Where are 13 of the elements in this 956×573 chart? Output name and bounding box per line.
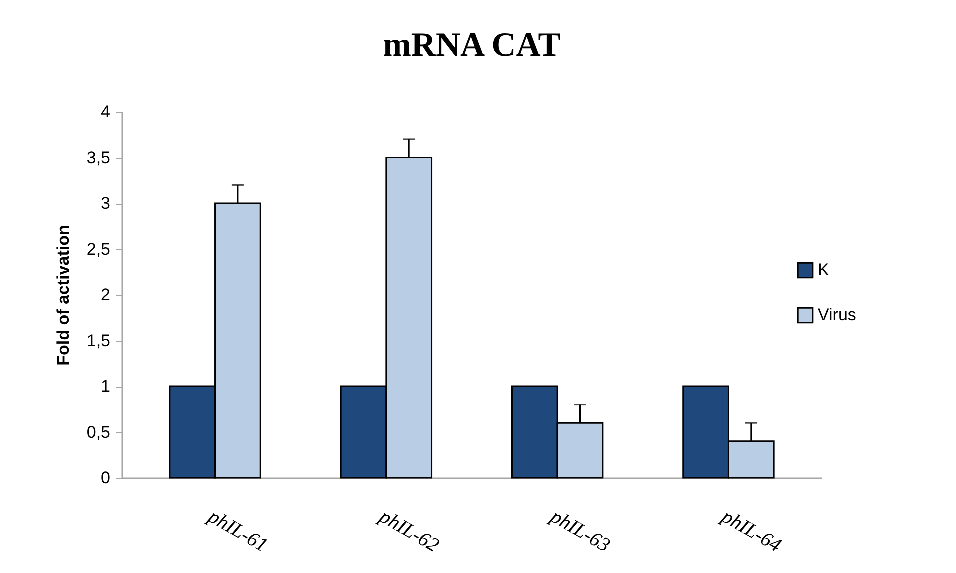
y-tick-label: 0,5 [86, 422, 110, 442]
y-tick-label: 1,5 [86, 331, 110, 350]
y-tick-label: 0 [101, 468, 110, 488]
legend-label: K [818, 260, 830, 280]
chart-title: mRNA CAT [383, 27, 562, 64]
legend-label: Virus [818, 306, 856, 324]
y-tick-label: 3,5 [86, 148, 110, 168]
y-axis-title: Fold of activation [54, 225, 73, 366]
y-tick-label: 1 [101, 377, 110, 396]
y-tick-label: 4 [101, 102, 110, 122]
y-tick-label: 3 [101, 194, 110, 213]
y-tick-label: 2 [101, 286, 110, 304]
y-tick-label: 2,5 [86, 240, 110, 259]
